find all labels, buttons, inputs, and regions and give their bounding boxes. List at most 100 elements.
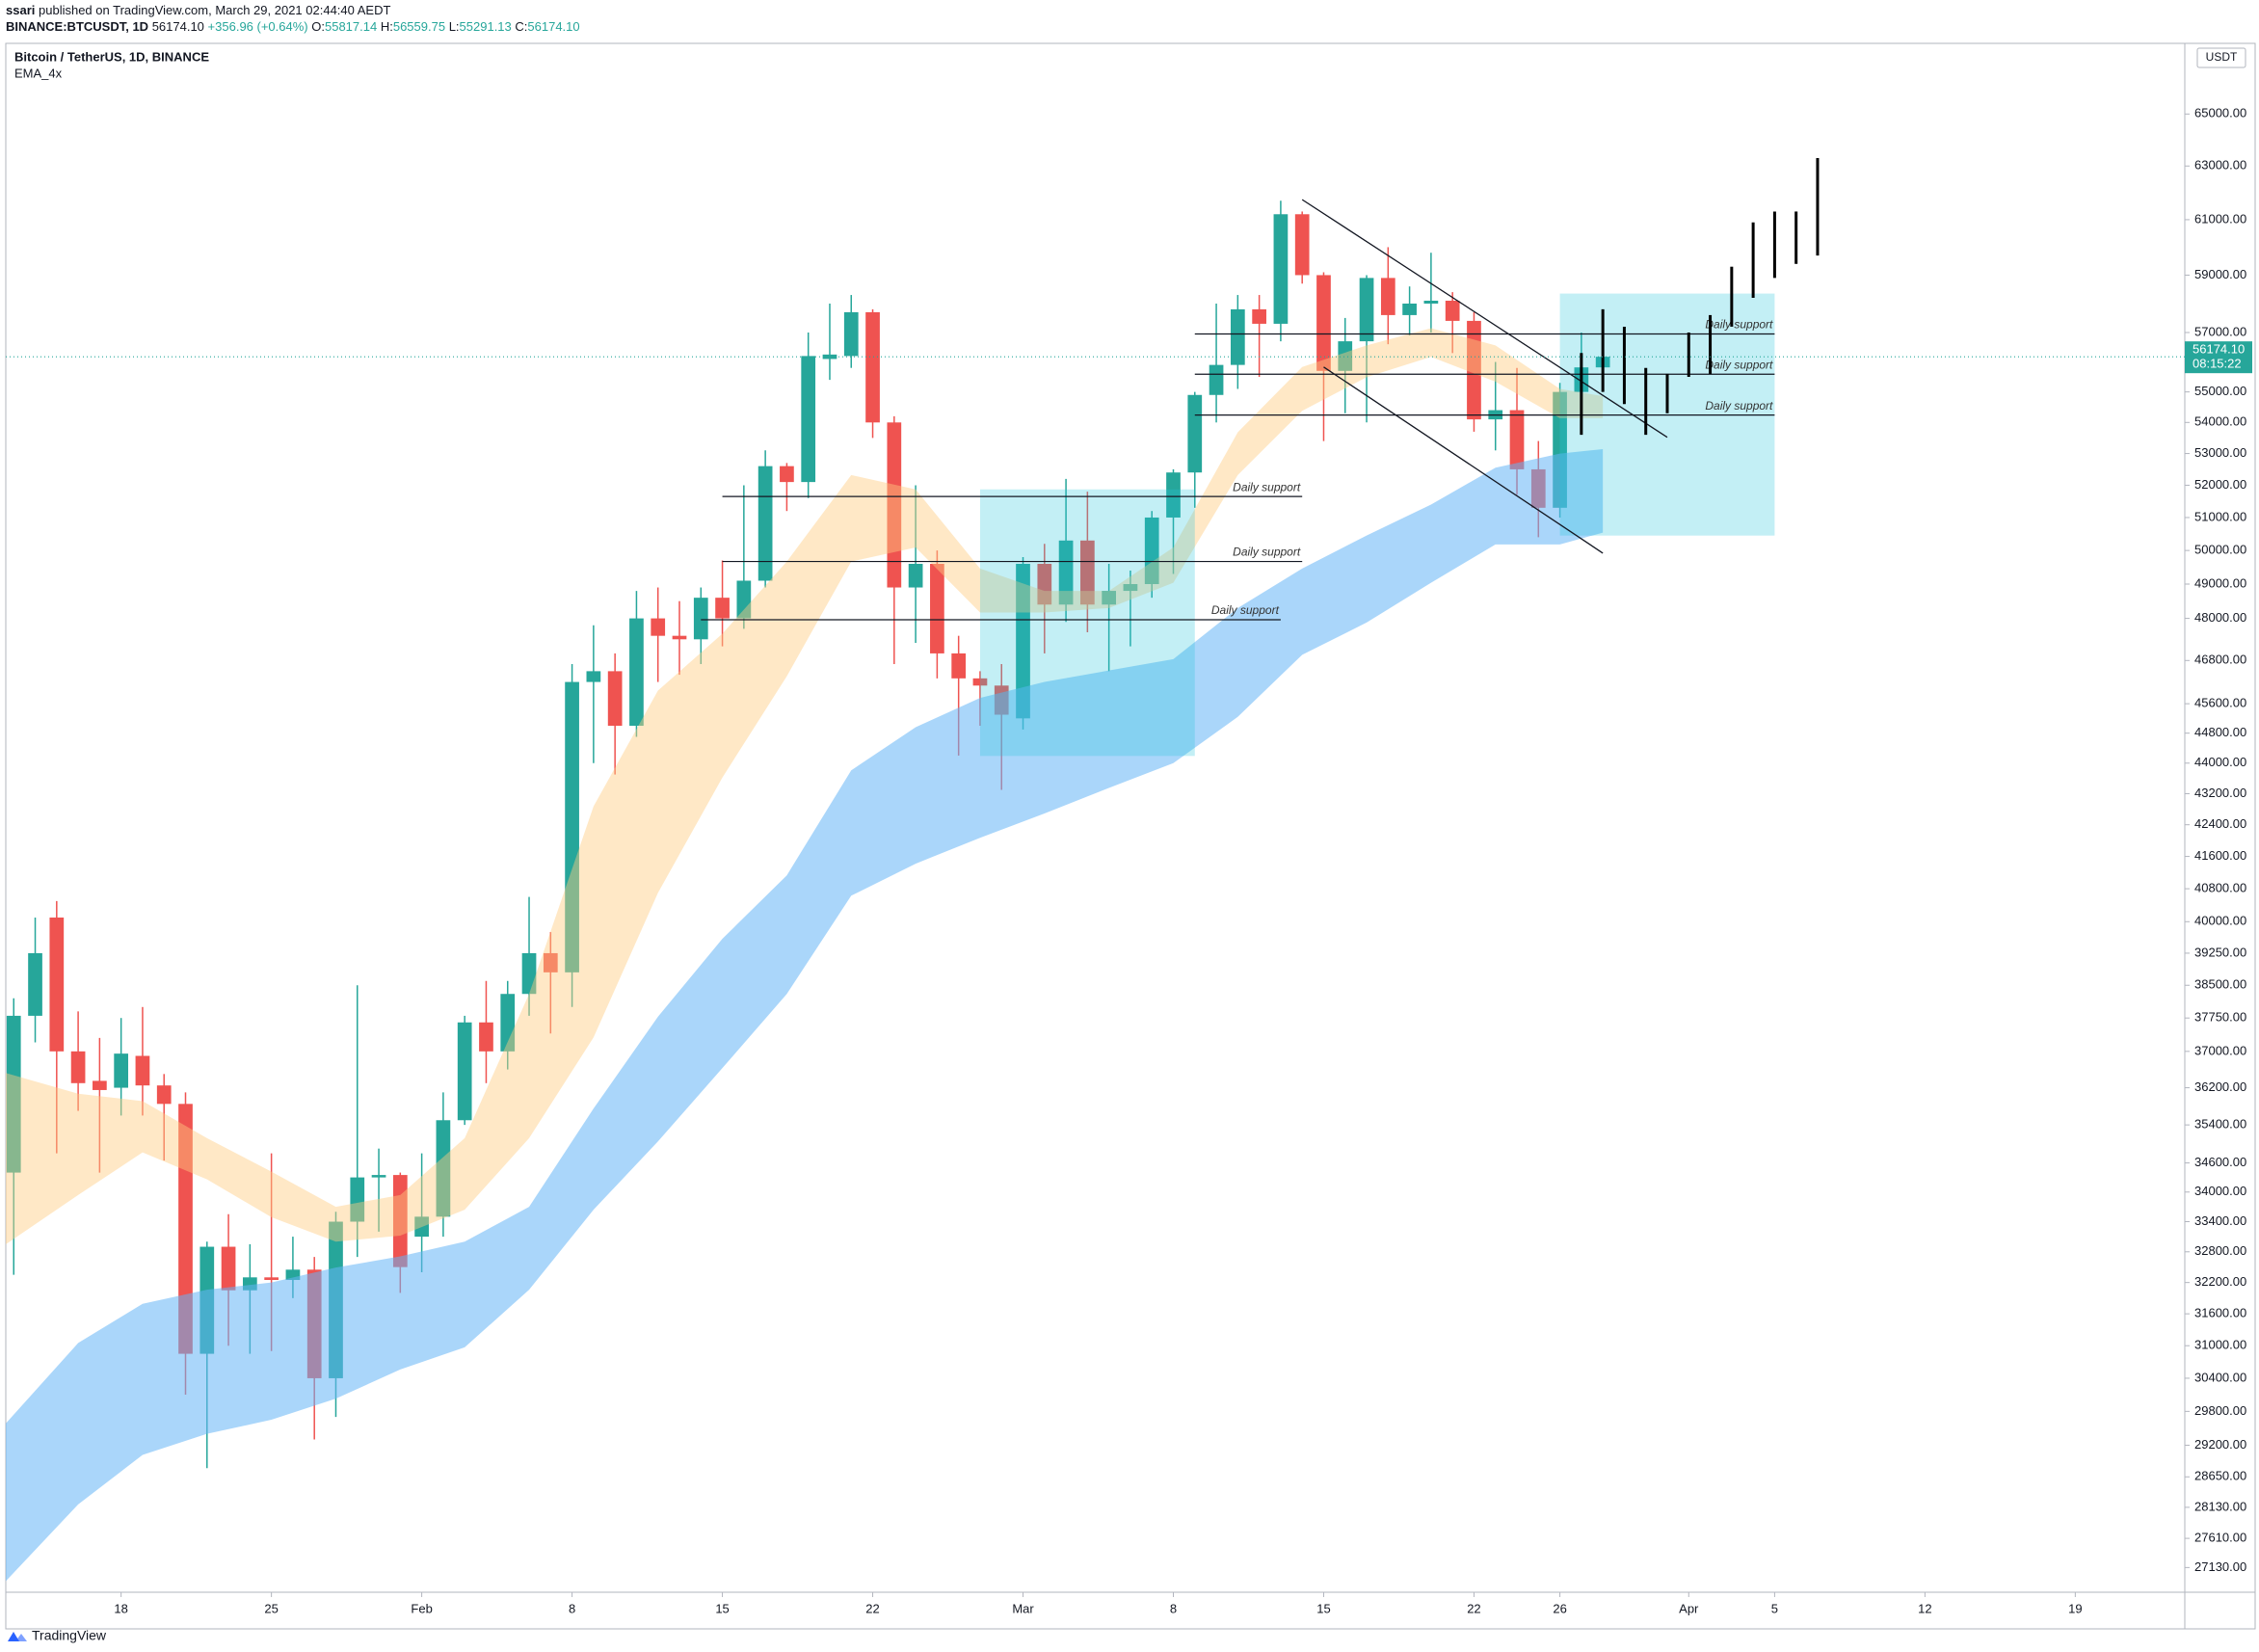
y-tick-label: 39250.00 [2194, 945, 2246, 959]
candle-body [672, 635, 687, 640]
last-price-box [2185, 341, 2252, 374]
y-tick-label: 44800.00 [2194, 725, 2246, 739]
candle-body [1080, 540, 1095, 605]
countdown-label: 08:15:22 [2193, 357, 2242, 371]
candle-body [1316, 275, 1331, 371]
y-tick-label: 37750.00 [2194, 1010, 2246, 1025]
y-tick-label: 41600.00 [2194, 848, 2246, 863]
y-tick-label: 65000.00 [2194, 106, 2246, 120]
candle-body [28, 952, 42, 1016]
x-tick-label: 22 [865, 1601, 879, 1615]
candle-body [70, 1051, 86, 1083]
ohlc-o-label: O: [311, 19, 325, 34]
y-tick-label: 45600.00 [2194, 696, 2246, 710]
support-label: Daily support [1705, 399, 1773, 413]
candle-body [500, 994, 516, 1052]
y-tick-label: 43200.00 [2194, 786, 2246, 800]
support-label: Daily support [1705, 358, 1773, 371]
candle-body [972, 678, 988, 686]
candle-body [586, 671, 601, 682]
y-tick-label: 37000.00 [2194, 1043, 2246, 1057]
candle-body [651, 618, 666, 636]
x-tick-label: 8 [1170, 1601, 1177, 1615]
indicator-name: EMA_4x [14, 66, 63, 80]
chart-frame [5, 42, 2256, 1630]
support-label: Daily support [1233, 546, 1301, 559]
candle-body [951, 653, 967, 679]
candle-body [1102, 591, 1117, 605]
candle-body [479, 1022, 493, 1052]
footer-logo [8, 1632, 27, 1641]
candle-body [1423, 300, 1439, 304]
candle-body [114, 1053, 129, 1088]
ohlc-l-label: L: [449, 19, 460, 34]
plot-area: Daily support Daily support Daily support D… [6, 158, 1820, 1582]
y-tick-label: 28650.00 [2194, 1469, 2246, 1483]
candle-body [1058, 540, 1074, 605]
y-tick-label: 42400.00 [2194, 816, 2246, 831]
candle-body [930, 563, 944, 653]
support-label: Daily support [1211, 603, 1280, 617]
support-label: Daily support [1233, 480, 1301, 493]
candle-body [457, 1022, 472, 1121]
candle-body [1230, 308, 1245, 365]
unit-label: USDT [2206, 50, 2238, 64]
x-tick-label: 26 [1553, 1601, 1566, 1615]
candle-body [908, 563, 923, 588]
candle-body [1187, 394, 1203, 473]
x-tick-label: Apr [1679, 1601, 1699, 1615]
x-tick-label: 15 [1316, 1601, 1330, 1615]
y-tick-label: 40000.00 [2194, 914, 2246, 928]
candle-body [822, 354, 837, 360]
symbol: BINANCE:BTCUSDT, 1D [6, 19, 148, 34]
y-tick-label: 53000.00 [2194, 445, 2246, 460]
y-tick-label: 32800.00 [2194, 1243, 2246, 1258]
candle-body [1509, 410, 1525, 469]
price: 56174.10 [152, 19, 204, 34]
candle-body [264, 1277, 279, 1280]
candle-body [693, 598, 708, 640]
candle-body [1273, 214, 1289, 324]
y-tick-label: 34600.00 [2194, 1155, 2246, 1169]
y-tick-label: 54000.00 [2194, 414, 2246, 429]
candle-body [1252, 308, 1266, 324]
candle-body [757, 466, 773, 581]
last-price-label: 56174.10 [2193, 342, 2245, 357]
y-tick-label: 34000.00 [2194, 1184, 2246, 1198]
y-tick-label: 52000.00 [2194, 477, 2246, 492]
candle-body [543, 952, 558, 973]
change: +356.96 (+0.64%) [208, 19, 308, 34]
trend-line [1301, 199, 1668, 439]
y-tick-label: 51000.00 [2194, 509, 2246, 523]
y-tick-label: 55000.00 [2194, 384, 2246, 398]
candle-body [6, 1015, 21, 1173]
y-tick-label: 50000.00 [2194, 543, 2246, 557]
y-tick-label: 35400.00 [2194, 1117, 2246, 1132]
candle-body [715, 598, 730, 619]
candle-body [285, 1269, 301, 1280]
footer-brand: TradingView [32, 1628, 107, 1643]
y-tick-label: 27130.00 [2194, 1559, 2246, 1574]
candle-body [1380, 278, 1395, 315]
y-tick-label: 44000.00 [2194, 755, 2246, 769]
range-box [979, 489, 1195, 757]
x-tick-label: 18 [114, 1601, 127, 1615]
candle-body [565, 681, 579, 973]
candle-body [49, 917, 65, 1052]
y-tick-label: 33400.00 [2194, 1213, 2246, 1228]
candle-body [1338, 341, 1353, 371]
y-tick-label: 31600.00 [2194, 1306, 2246, 1320]
y-tick-label: 30400.00 [2194, 1370, 2246, 1384]
candle-body [887, 422, 902, 588]
ohlc-h-label: H: [381, 19, 393, 34]
candle-body [1166, 472, 1181, 518]
candle-body [521, 952, 537, 995]
support-label: Daily support [1705, 318, 1773, 332]
ohlc-h: 56559.75 [393, 19, 445, 34]
y-tick-label: 49000.00 [2194, 575, 2246, 590]
candle-body [178, 1104, 193, 1354]
y-tick-label: 27610.00 [2194, 1531, 2246, 1545]
candle-body [1359, 278, 1374, 342]
header-line: ssari published on TradingView.com, Marc… [6, 3, 390, 17]
